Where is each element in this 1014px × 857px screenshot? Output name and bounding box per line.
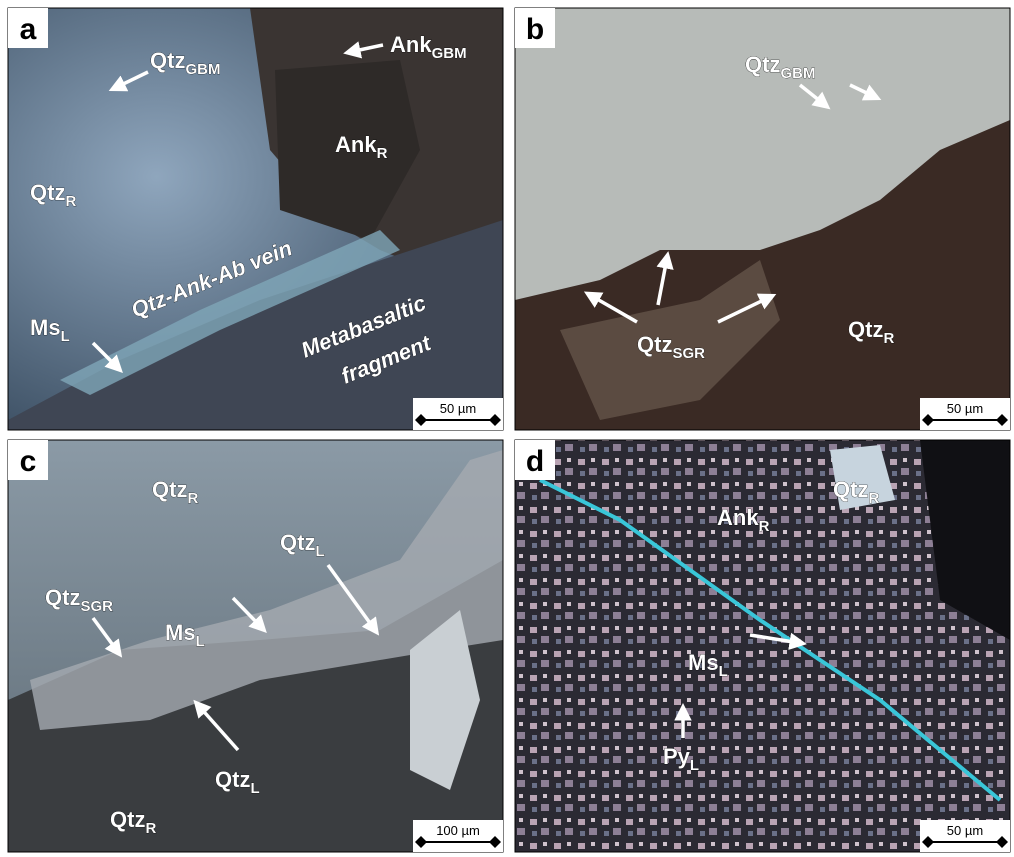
arrows xyxy=(91,41,882,752)
label-subscript: L xyxy=(196,633,205,650)
mineral-label: AnkR xyxy=(335,132,388,162)
label-subscript: L xyxy=(250,780,259,797)
scale-box xyxy=(413,820,503,852)
mineral-label: QtzGBM xyxy=(745,52,815,82)
mineral-label: QtzR xyxy=(30,180,76,210)
scale-label: 100 µm xyxy=(436,823,480,838)
panel-frame xyxy=(514,7,1011,431)
label-text: Ms xyxy=(165,620,196,645)
panel-frame xyxy=(7,439,504,853)
mineral-label: MsL xyxy=(688,650,728,680)
mineral-label: QtzSGR xyxy=(637,332,705,362)
label-text: Ank xyxy=(390,32,432,57)
label-text: Qtz xyxy=(45,585,80,610)
scale-end xyxy=(415,414,427,426)
label-subscript: R xyxy=(883,330,894,347)
panel-c-image xyxy=(8,440,503,852)
mineral-label: QtzR xyxy=(833,477,879,507)
panel-letter: d xyxy=(526,445,544,478)
label-subscript: R xyxy=(868,490,879,507)
letter-box xyxy=(515,8,555,48)
scale-end xyxy=(996,414,1008,426)
label-text: Qtz xyxy=(215,767,250,792)
letter-box xyxy=(8,8,48,48)
scale-end xyxy=(415,836,427,848)
mineral-label: AnkGBM xyxy=(390,32,467,62)
label-text: Ank xyxy=(717,505,759,530)
label-subscript: SGR xyxy=(80,598,113,615)
label-subscript: SGR xyxy=(672,345,705,362)
mineral-label: QtzGBM xyxy=(150,48,220,78)
scale-box xyxy=(920,398,1010,430)
scale-label: 50 µm xyxy=(440,401,476,416)
scale-box xyxy=(413,398,503,430)
mineral-label: QtzSGR xyxy=(45,585,113,615)
panel-letter: a xyxy=(20,13,37,46)
panel-frame xyxy=(7,7,504,431)
panel-b-image xyxy=(515,8,1010,430)
label-text: Qtz xyxy=(150,48,185,73)
mineral-label: AnkR xyxy=(717,505,770,535)
label-text: Qtz xyxy=(110,807,145,832)
label-text: Ms xyxy=(688,650,719,675)
mineral-label: QtzR xyxy=(152,477,198,507)
label-subscript: R xyxy=(377,145,388,162)
mineral-label: MsL xyxy=(30,315,70,345)
label-subscript: L xyxy=(315,543,324,560)
scale-box xyxy=(920,820,1010,852)
label-text: Qtz xyxy=(30,180,65,205)
scale-end xyxy=(489,414,501,426)
label-text: Ank xyxy=(335,132,377,157)
label-subscript: GBM xyxy=(432,45,467,62)
label-text: Qtz xyxy=(848,317,883,342)
label-subscript: L xyxy=(690,757,699,774)
scale-label: 50 µm xyxy=(947,823,983,838)
label-text: Qtz xyxy=(152,477,187,502)
mineral-label: QtzR xyxy=(110,807,156,837)
label-subscript: R xyxy=(145,820,156,837)
mineral-label: MsL xyxy=(165,620,205,650)
label-subscript: GBM xyxy=(780,65,815,82)
scale-end xyxy=(922,414,934,426)
mineral-label: QtzL xyxy=(215,767,260,797)
label-text: Qtz xyxy=(745,52,780,77)
label-subscript: L xyxy=(719,663,728,680)
letter-box xyxy=(8,440,48,480)
label-text: Py xyxy=(663,744,691,769)
scale-end xyxy=(996,836,1008,848)
label-text: Qtz xyxy=(637,332,672,357)
label-subscript: R xyxy=(759,518,770,535)
panel-a-image xyxy=(8,8,503,430)
panel-letter: c xyxy=(20,445,37,478)
mineral-label: PyL xyxy=(663,744,699,774)
panel-frame xyxy=(514,439,1011,853)
label-subscript: R xyxy=(187,490,198,507)
scale-end xyxy=(489,836,501,848)
panel-d-image xyxy=(515,440,1010,852)
label-subscript: R xyxy=(65,193,76,210)
label-subscript: L xyxy=(61,328,70,345)
mineral-label: QtzL xyxy=(280,530,325,560)
mineral-label: QtzR xyxy=(848,317,894,347)
scale-end xyxy=(922,836,934,848)
label-text: Ms xyxy=(30,315,61,340)
scale-label: 50 µm xyxy=(947,401,983,416)
label-text: Qtz xyxy=(280,530,315,555)
label-subscript: GBM xyxy=(185,61,220,78)
panel-letter: b xyxy=(526,13,544,46)
letter-box xyxy=(515,440,555,480)
label-text: Qtz xyxy=(833,477,868,502)
